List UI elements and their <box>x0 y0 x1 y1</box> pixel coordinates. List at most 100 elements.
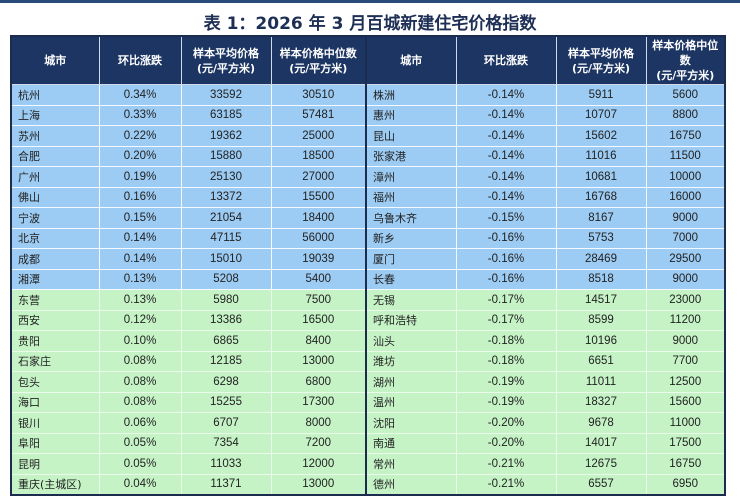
left-median-price-cell: 57481 <box>270 104 367 126</box>
table-row: 杭州 0.34% 33592 30510 株洲 -0.14% 5911 5600 <box>10 84 726 106</box>
left-median-price-cell: 27000 <box>270 166 367 188</box>
left-change-cell: 0.14% <box>98 227 182 249</box>
right-change-cell: -0.18% <box>455 330 557 352</box>
right-change-cell: -0.14% <box>455 166 557 188</box>
right-change-cell: -0.17% <box>455 309 557 331</box>
table-row: 佛山 0.16% 13372 15500 福州 -0.14% 16768 16000 <box>10 186 726 208</box>
header-change: 环比涨跌 <box>98 35 182 85</box>
table-row: 阜阳 0.05% 7354 7200 南通 -0.20% 14017 17500 <box>10 432 726 454</box>
left-avg-price-cell: 15010 <box>180 248 272 270</box>
right-avg-price-cell: 8599 <box>555 309 647 331</box>
right-median-price-cell: 10000 <box>645 166 726 188</box>
left-avg-price-cell: 6865 <box>180 330 272 352</box>
left-city-cell: 北京 <box>10 227 100 249</box>
right-median-price-cell: 11500 <box>645 145 726 167</box>
right-avg-price-cell: 11011 <box>555 371 647 393</box>
left-change-cell: 0.22% <box>98 125 182 147</box>
header-median-price: 样本价格中位数 (元/平方米) <box>645 35 726 85</box>
table-title: 表 1：2026 年 3 月百城新建住宅价格指数 <box>203 14 537 34</box>
left-avg-price-cell: 15255 <box>180 391 272 413</box>
left-change-cell: 0.33% <box>98 104 182 126</box>
table-row: 石家庄 0.08% 12185 13000 潍坊 -0.18% 6651 7700 <box>10 350 726 372</box>
left-city-cell: 昆明 <box>10 453 100 475</box>
header-row: 城市 环比涨跌 样本平均价格 (元/平方米) 样本价格中位数 (元/平方米) 城… <box>10 35 726 85</box>
left-avg-price-cell: 47115 <box>180 227 272 249</box>
left-median-price-cell: 56000 <box>270 227 367 249</box>
right-avg-price-cell: 6557 <box>555 473 647 496</box>
left-median-price-cell: 30510 <box>270 84 367 106</box>
right-city-cell: 乌鲁木齐 <box>365 207 457 229</box>
right-median-price-cell: 23000 <box>645 289 726 311</box>
left-change-cell: 0.14% <box>98 248 182 270</box>
left-city-cell: 东营 <box>10 289 100 311</box>
right-avg-price-cell: 12675 <box>555 453 647 475</box>
left-median-price-cell: 18400 <box>270 207 367 229</box>
right-change-cell: -0.20% <box>455 412 557 434</box>
right-avg-price-cell: 8167 <box>555 207 647 229</box>
right-median-price-cell: 29500 <box>645 248 726 270</box>
table-row: 海口 0.08% 15255 17300 温州 -0.19% 18327 15600 <box>10 391 726 413</box>
left-city-cell: 合肥 <box>10 145 100 167</box>
left-median-price-cell: 7200 <box>270 432 367 454</box>
left-median-price-cell: 15500 <box>270 186 367 208</box>
left-change-cell: 0.05% <box>98 432 182 454</box>
left-change-cell: 0.05% <box>98 453 182 475</box>
right-city-cell: 新乡 <box>365 227 457 249</box>
right-avg-price-cell: 9678 <box>555 412 647 434</box>
right-median-price-cell: 16750 <box>645 453 726 475</box>
right-change-cell: -0.16% <box>455 227 557 249</box>
right-median-price-cell: 7700 <box>645 350 726 372</box>
left-change-cell: 0.13% <box>98 289 182 311</box>
left-city-cell: 石家庄 <box>10 350 100 372</box>
right-city-cell: 昆山 <box>365 125 457 147</box>
right-change-cell: -0.18% <box>455 350 557 372</box>
left-city-cell: 成都 <box>10 248 100 270</box>
right-change-cell: -0.19% <box>455 371 557 393</box>
right-avg-price-cell: 5911 <box>555 84 647 106</box>
right-avg-price-cell: 5753 <box>555 227 647 249</box>
table-row: 广州 0.19% 25130 27000 漳州 -0.14% 10681 10000 <box>10 166 726 188</box>
right-city-cell: 张家港 <box>365 145 457 167</box>
left-city-cell: 贵阳 <box>10 330 100 352</box>
table-row: 合肥 0.20% 15880 18500 张家港 -0.14% 11016 11500 <box>10 145 726 167</box>
table-body: 杭州 0.34% 33592 30510 株洲 -0.14% 5911 5600 上海 0.33%… <box>10 84 726 496</box>
right-change-cell: -0.21% <box>455 453 557 475</box>
right-avg-price-cell: 28469 <box>555 248 647 270</box>
left-avg-price-cell: 7354 <box>180 432 272 454</box>
right-change-cell: -0.16% <box>455 268 557 290</box>
left-median-price-cell: 17300 <box>270 391 367 413</box>
header-city: 城市 <box>10 35 100 85</box>
left-avg-price-cell: 63185 <box>180 104 272 126</box>
right-change-cell: -0.14% <box>455 145 557 167</box>
left-avg-price-cell: 6298 <box>180 371 272 393</box>
right-city-cell: 湖州 <box>365 371 457 393</box>
left-avg-price-cell: 11371 <box>180 473 272 496</box>
header-change: 环比涨跌 <box>455 35 557 85</box>
left-city-cell: 包头 <box>10 371 100 393</box>
left-median-price-cell: 7500 <box>270 289 367 311</box>
left-city-cell: 湘潭 <box>10 268 100 290</box>
right-median-price-cell: 15600 <box>645 391 726 413</box>
left-city-cell: 上海 <box>10 104 100 126</box>
right-median-price-cell: 11000 <box>645 412 726 434</box>
header-median-price: 样本价格中位数 (元/平方米) <box>270 35 367 85</box>
left-change-cell: 0.34% <box>98 84 182 106</box>
table-row: 重庆(主城区) 0.04% 11371 13000 德州 -0.21% 6557 6950 <box>10 473 726 496</box>
right-change-cell: -0.19% <box>455 391 557 413</box>
left-change-cell: 0.19% <box>98 166 182 188</box>
table-row: 宁波 0.15% 21054 18400 乌鲁木齐 -0.15% 8167 9000 <box>10 207 726 229</box>
right-change-cell: -0.20% <box>455 432 557 454</box>
table-row: 湘潭 0.13% 5208 5400 长春 -0.16% 8518 9000 <box>10 268 726 290</box>
left-city-cell: 苏州 <box>10 125 100 147</box>
right-median-price-cell: 9000 <box>645 330 726 352</box>
right-city-cell: 汕头 <box>365 330 457 352</box>
left-median-price-cell: 25000 <box>270 125 367 147</box>
top-border <box>0 0 740 3</box>
right-city-cell: 厦门 <box>365 248 457 270</box>
left-change-cell: 0.15% <box>98 207 182 229</box>
right-city-cell: 无锡 <box>365 289 457 311</box>
right-median-price-cell: 9000 <box>645 268 726 290</box>
right-avg-price-cell: 10196 <box>555 330 647 352</box>
right-city-cell: 长春 <box>365 268 457 290</box>
left-change-cell: 0.08% <box>98 391 182 413</box>
